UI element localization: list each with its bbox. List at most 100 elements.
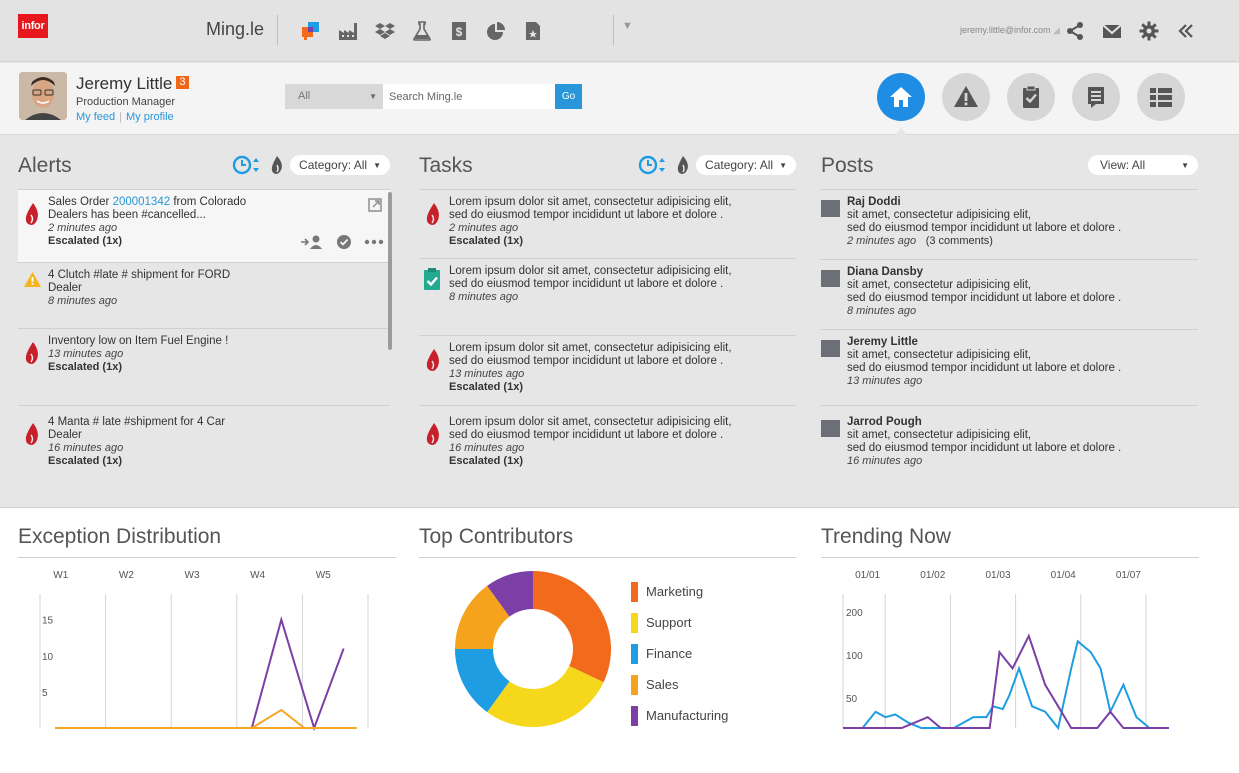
post-author[interactable]: Jeremy Little bbox=[847, 336, 918, 348]
post-avatar[interactable] bbox=[821, 200, 840, 217]
alerts-panel: Alerts Category: All ▼ Sales Order 200001… bbox=[18, 150, 390, 476]
task-item[interactable]: Lorem ipsum dolor sit amet, consectetur … bbox=[419, 259, 796, 336]
nav-home[interactable] bbox=[877, 73, 925, 136]
post-item[interactable]: Diana Dansby sit amet, consectetur adipi… bbox=[821, 260, 1198, 330]
nav-list[interactable] bbox=[1137, 73, 1185, 121]
flame-icon bbox=[426, 349, 439, 371]
more-options-icon[interactable] bbox=[364, 239, 384, 245]
share-icon[interactable] bbox=[1056, 16, 1093, 46]
posts-panel: Posts View: All ▼ Raj Doddi sit amet, con… bbox=[821, 150, 1198, 476]
collapse-icon[interactable] bbox=[1167, 16, 1204, 46]
trending-now-title: Trending Now bbox=[821, 525, 951, 548]
y-tick-label: 200 bbox=[846, 608, 863, 619]
nav-alerts[interactable] bbox=[942, 73, 990, 121]
pie-slice bbox=[487, 571, 533, 617]
infor-logo[interactable]: infor bbox=[18, 14, 48, 38]
trending-now-chart[interactable]: 01/01 01/02 01/03 01/04 01/07 50 100 200 bbox=[821, 566, 1199, 736]
posts-view-dropdown[interactable]: View: All ▼ bbox=[1088, 155, 1198, 175]
x-tick-label: 01/04 bbox=[1051, 570, 1076, 581]
my-feed-link[interactable]: My feed bbox=[76, 111, 116, 123]
post-author[interactable]: Jarrod Pough bbox=[847, 416, 922, 428]
legend-swatch bbox=[631, 612, 638, 633]
legend-item[interactable]: Finance bbox=[631, 638, 728, 669]
post-avatar[interactable] bbox=[821, 340, 840, 357]
tasks-category-dropdown[interactable]: Category: All ▼ bbox=[696, 155, 796, 175]
legend-item[interactable]: Manufacturing bbox=[631, 700, 728, 731]
search-input[interactable] bbox=[383, 84, 555, 109]
task-item[interactable]: Lorem ipsum dolor sit amet, consectetur … bbox=[419, 336, 796, 406]
nav-posts[interactable] bbox=[1072, 73, 1120, 121]
task-item[interactable]: Lorem ipsum dolor sit amet, consectetur … bbox=[419, 406, 796, 476]
alert-item[interactable]: Sales Order 200001342 from Colorado Deal… bbox=[18, 190, 390, 263]
nav-tasks[interactable] bbox=[1007, 73, 1055, 121]
list-icon bbox=[1150, 88, 1172, 107]
x-tick-label: 01/02 bbox=[920, 570, 945, 581]
chat-icon[interactable] bbox=[292, 16, 329, 46]
pie-slice bbox=[455, 649, 510, 713]
more-apps-dropdown[interactable]: ▼ bbox=[622, 20, 633, 32]
assign-user-icon[interactable] bbox=[300, 234, 324, 250]
alert-icon bbox=[954, 86, 978, 107]
settings-icon[interactable] bbox=[1130, 16, 1167, 46]
comments-link[interactable]: (3 comments) bbox=[925, 235, 993, 247]
exception-distribution-chart[interactable]: W1 W2 W3 W4 W5 5 10 15 bbox=[18, 566, 396, 736]
avatar[interactable] bbox=[19, 72, 67, 120]
series-line bbox=[843, 633, 1169, 729]
y-tick-label: 50 bbox=[846, 694, 858, 705]
post-avatar[interactable] bbox=[821, 270, 840, 287]
dropbox-icon[interactable] bbox=[366, 16, 403, 46]
task-item[interactable]: Lorem ipsum dolor sit amet, consectetur … bbox=[419, 190, 796, 259]
star-doc-icon[interactable] bbox=[514, 16, 551, 46]
post-item[interactable]: Jarrod Pough sit amet, consectetur adipi… bbox=[821, 406, 1198, 476]
x-tick-label: W4 bbox=[250, 570, 265, 581]
y-tick-label: 15 bbox=[42, 616, 54, 627]
top-contributors-chart[interactable] bbox=[452, 568, 614, 730]
search-category-select[interactable]: All ▼ bbox=[285, 84, 383, 109]
mail-icon[interactable] bbox=[1093, 16, 1130, 46]
alerts-category-dropdown[interactable]: Category: All ▼ bbox=[290, 155, 390, 175]
alerts-header: Alerts Category: All ▼ bbox=[18, 150, 390, 190]
my-profile-link[interactable]: My profile bbox=[126, 111, 174, 123]
dollar-doc-icon[interactable]: $ bbox=[440, 16, 477, 46]
alert-item[interactable]: 4 Clutch #late # shipment for FORD Deale… bbox=[18, 263, 390, 329]
divider bbox=[277, 15, 278, 45]
sales-order-link[interactable]: 200001342 bbox=[112, 196, 171, 208]
flask-icon[interactable] bbox=[403, 16, 440, 46]
legend-label: Support bbox=[646, 615, 692, 630]
user-name[interactable]: Jeremy Little 3 bbox=[76, 74, 189, 94]
search-go-button[interactable]: Go bbox=[555, 84, 582, 109]
post-item[interactable]: Jeremy Little sit amet, consectetur adip… bbox=[821, 330, 1198, 406]
post-author[interactable]: Raj Doddi bbox=[847, 196, 901, 208]
legend-item[interactable]: Marketing bbox=[631, 576, 728, 607]
legend-swatch bbox=[631, 674, 638, 695]
open-external-icon[interactable] bbox=[368, 198, 382, 212]
alert-item[interactable]: Inventory low on Item Fuel Engine ! 13 m… bbox=[18, 329, 390, 406]
tasks-header: Tasks Category: All ▼ bbox=[419, 150, 796, 190]
legend-item[interactable]: Support bbox=[631, 607, 728, 638]
post-avatar[interactable] bbox=[821, 420, 840, 437]
user-email[interactable]: jeremy.little@infor.com ◢ bbox=[960, 25, 1060, 35]
legend-label: Sales bbox=[646, 677, 679, 692]
alerts-scrollbar[interactable] bbox=[388, 192, 392, 350]
alert-item[interactable]: 4 Manta # late #shipment for 4 Car Deale… bbox=[18, 406, 390, 476]
sort-by-priority-icon[interactable] bbox=[269, 155, 285, 175]
factory-icon[interactable] bbox=[329, 16, 366, 46]
complete-check-icon[interactable] bbox=[336, 234, 352, 250]
sort-by-time-icon[interactable] bbox=[232, 155, 264, 175]
alerts-title: Alerts bbox=[18, 154, 72, 177]
pie-chart-icon[interactable] bbox=[477, 16, 514, 46]
app-name[interactable]: Ming.le bbox=[206, 19, 265, 39]
link-separator: | bbox=[119, 111, 122, 123]
sort-by-time-icon[interactable] bbox=[638, 155, 670, 175]
x-tick-label: W2 bbox=[119, 570, 134, 581]
clipboard-icon bbox=[1023, 85, 1039, 108]
legend-label: Finance bbox=[646, 646, 693, 661]
post-item[interactable]: Raj Doddi sit amet, consectetur adipisic… bbox=[821, 190, 1198, 260]
sort-by-priority-icon[interactable] bbox=[675, 155, 691, 175]
divider bbox=[419, 557, 796, 558]
post-author[interactable]: Diana Dansby bbox=[847, 266, 924, 278]
legend-item[interactable]: Sales bbox=[631, 669, 728, 700]
exception-distribution-title: Exception Distribution bbox=[18, 525, 222, 548]
notification-badge[interactable]: 3 bbox=[176, 76, 189, 89]
divider bbox=[613, 15, 614, 45]
